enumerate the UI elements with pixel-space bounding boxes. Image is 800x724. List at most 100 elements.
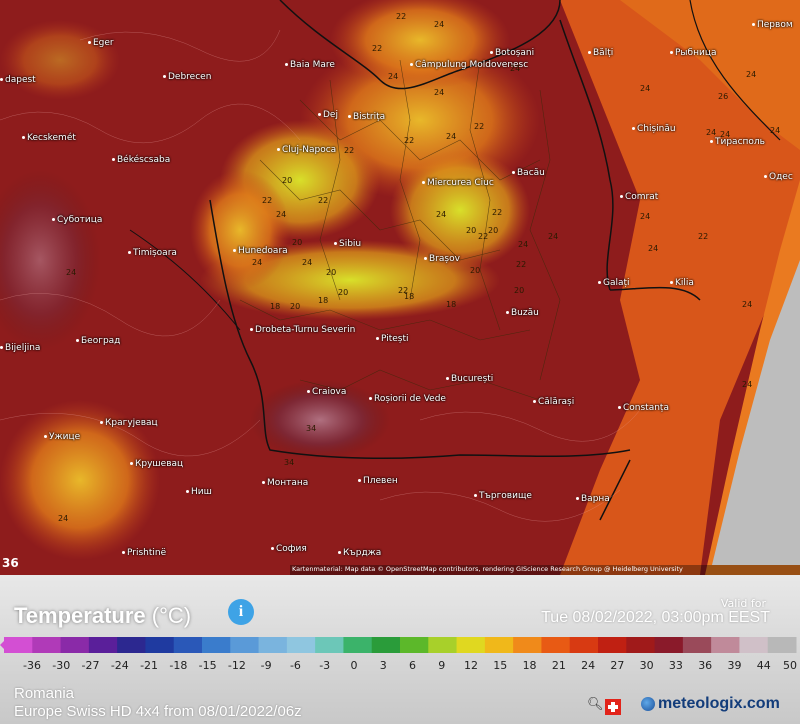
temperature-value: 24 [66, 268, 77, 277]
color-scale-swatch [626, 637, 656, 653]
city-name: Ниш [191, 487, 212, 497]
city-label: Bistrița [348, 112, 385, 122]
city-dot-icon [52, 218, 55, 221]
temperature-value: 24 [640, 84, 651, 93]
temperature-value: 18 [446, 300, 457, 309]
temperature-value: 34 [306, 424, 317, 433]
temperature-value: 24 [276, 210, 287, 219]
city-label: Călărași [533, 397, 574, 407]
color-scale-swatch [739, 637, 769, 653]
info-icon[interactable]: i [228, 599, 254, 625]
temperature-value: 18 [270, 302, 281, 311]
scale-tick-label: 12 [464, 659, 479, 672]
city-dot-icon [334, 242, 337, 245]
city-label: Търговище [474, 491, 532, 501]
scale-tick-label: 3 [379, 659, 387, 672]
temperature-value: 24 [548, 232, 559, 241]
city-label: Монтана [262, 478, 308, 488]
city-name: Kecskemét [27, 133, 76, 143]
temperature-value: 18 [404, 292, 415, 301]
city-label: Timișoara [128, 248, 177, 258]
city-name: Drobeta-Turnu Severin [255, 325, 356, 335]
color-scale-swatch [230, 637, 260, 653]
city-dot-icon [598, 281, 601, 284]
meteologix-logo[interactable]: meteologix.com [641, 695, 780, 713]
city-dot-icon [490, 51, 493, 54]
temperature-value: 22 [478, 232, 489, 241]
scale-tick-label: -18 [169, 659, 188, 672]
city-dot-icon [670, 51, 673, 54]
scale-tick-label: 21 [551, 659, 566, 672]
color-scale-swatch [711, 637, 740, 653]
city-dot-icon [506, 311, 509, 314]
region-label: Romania [14, 685, 75, 702]
city-name: Одес [769, 172, 793, 182]
scale-tick-label: -21 [140, 659, 159, 672]
city-name: Кърджа [343, 548, 382, 558]
temperature-value: 24 [434, 88, 445, 97]
city-dot-icon [186, 490, 189, 493]
color-scale-bar [0, 637, 797, 653]
temperature-value: 24 [742, 380, 753, 389]
city-label: Craiova [307, 387, 346, 397]
city-dot-icon [670, 281, 673, 284]
city-name: Timișoara [133, 248, 177, 258]
scale-tick-label: 6 [409, 659, 416, 672]
city-name: Hunedoara [238, 246, 288, 256]
scale-tick-label: 27 [610, 659, 625, 672]
city-label: București [446, 374, 493, 384]
valid-for-label: Valid for [720, 597, 766, 610]
scale-tick-label: -9 [260, 659, 272, 672]
legend-panel: Temperature (°C) i Valid for Tue 08/02/2… [0, 575, 800, 724]
city-name: Brașov [429, 254, 460, 264]
city-name: Первом [757, 20, 793, 30]
temperature-value: 34 [284, 458, 295, 467]
city-label: Bacău [512, 168, 545, 178]
city-label: Суботица [52, 215, 102, 225]
city-name: București [451, 374, 494, 384]
temperature-value: 20 [514, 286, 525, 295]
city-dot-icon [588, 51, 591, 54]
city-dot-icon [474, 494, 477, 497]
temperature-value: 24 [746, 70, 757, 79]
scale-tick-label: 33 [668, 659, 683, 672]
scale-tick-label: 50 [783, 659, 797, 672]
color-scale-swatch [371, 637, 401, 653]
city-label: Miercurea Ciuc [422, 178, 494, 188]
city-label: Buzău [506, 308, 539, 318]
map-attribution[interactable]: Kartenmaterial: Map data © OpenStreetMap… [290, 565, 800, 575]
city-label: Brașov [424, 254, 460, 264]
temperature-value: 24 [510, 64, 521, 73]
city-label: Pitești [376, 334, 409, 344]
city-label: Кърджа [338, 548, 381, 558]
city-label: Câmpulung Moldovenesc [410, 60, 528, 70]
scale-tick-label: -12 [227, 659, 246, 672]
city-label: Плевен [358, 476, 398, 486]
city-dot-icon [533, 400, 536, 403]
city-dot-icon [422, 181, 425, 184]
city-label: Chișinău [632, 124, 676, 134]
temperature-value: 22 [396, 12, 407, 21]
city-label: Bijeljina [0, 343, 40, 353]
city-label: Београд [76, 336, 120, 346]
city-dot-icon [88, 41, 91, 44]
city-label: Тирасполь [710, 137, 765, 147]
city-name: София [276, 544, 307, 554]
city-dot-icon [358, 479, 361, 482]
city-label: Bălți [588, 48, 613, 58]
color-scale-swatch [654, 637, 684, 653]
city-name: Botoșani [495, 48, 535, 58]
city-label: Constanța [618, 403, 669, 413]
city-dot-icon [752, 23, 755, 26]
city-name: Baia Mare [290, 60, 335, 70]
city-dot-icon [0, 346, 3, 349]
temperature-value: 26 [718, 92, 729, 101]
color-scale-swatch [60, 637, 90, 653]
city-dot-icon [710, 140, 713, 143]
temperature-value: 24 [436, 210, 447, 219]
temperature-value: 20 [338, 288, 349, 297]
temperature-map[interactable]: Eger Debrecen dapest Kecskemét Békéscsaba Суб… [0, 0, 800, 575]
city-name: Плевен [363, 476, 398, 486]
city-name: Comrat [625, 192, 659, 202]
city-label: Крагујевац [100, 418, 158, 428]
